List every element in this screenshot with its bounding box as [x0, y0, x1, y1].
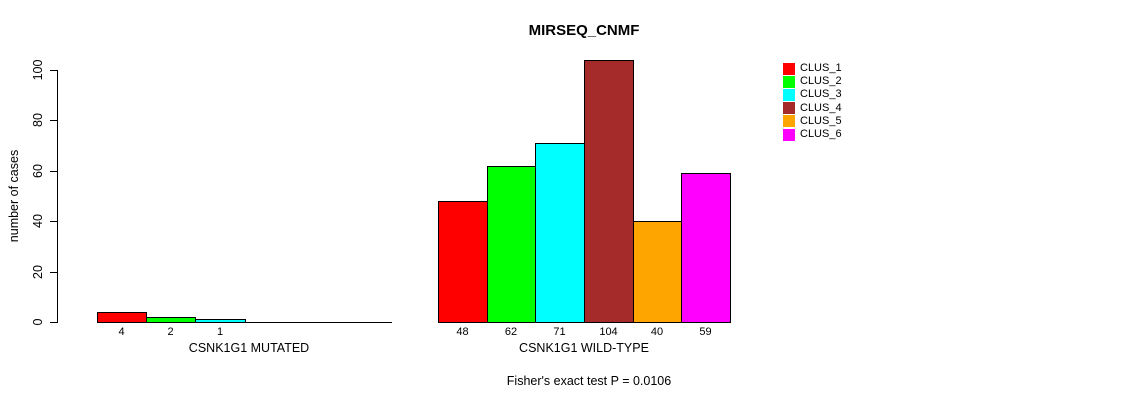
legend-label: CLUS_4 [800, 101, 842, 114]
bar-value-label: 1 [216, 326, 224, 338]
legend-label: CLUS_5 [800, 114, 842, 127]
legend-entry: CLUS_3 [783, 88, 842, 101]
bar-value-label: 4 [118, 326, 125, 338]
chart-title: MIRSEQ_CNMF [528, 22, 640, 39]
legend-label: CLUS_2 [800, 75, 842, 88]
bar-value-label: 48 [456, 326, 469, 338]
bar-value-label: 2 [167, 326, 174, 338]
bar-value-label: 104 [599, 326, 618, 338]
legend-swatch-clus_2 [783, 75, 795, 88]
y-tick-mark [50, 221, 57, 222]
legend-label: CLUS_3 [800, 88, 842, 101]
y-tick-label: 80 [31, 113, 45, 127]
legend-label: CLUS_1 [800, 62, 842, 75]
legend-entry: CLUS_5 [783, 115, 842, 128]
y-tick-mark [50, 272, 57, 273]
bar-clus_3 [195, 319, 246, 323]
y-tick-label: 20 [31, 265, 45, 279]
fisher-test-annotation: Fisher's exact test P = 0.0106 [506, 374, 672, 388]
legend-swatch-clus_5 [783, 115, 795, 128]
x-axis-group-label: CSNK1G1 WILD-TYPE [519, 341, 649, 355]
bar-clus_1 [97, 312, 147, 323]
bar-value-label: 62 [504, 326, 518, 338]
y-tick-label: 100 [31, 59, 45, 81]
y-tick-mark [50, 70, 57, 71]
y-tick-mark [50, 171, 57, 172]
y-tick-mark [50, 120, 57, 121]
bar-clus_2 [146, 317, 196, 323]
legend-label: CLUS_6 [800, 128, 842, 141]
y-axis-label: number of cases [7, 149, 21, 243]
bar-clus_5 [633, 221, 682, 323]
legend-swatch-clus_4 [783, 102, 795, 115]
legend-entry: CLUS_1 [783, 62, 842, 75]
bar-clus_6 [681, 173, 731, 323]
legend-swatch-clus_3 [783, 88, 795, 101]
bar-value-label: 40 [650, 326, 664, 338]
legend-entry: CLUS_2 [783, 75, 842, 88]
bar-value-label: 71 [553, 326, 566, 338]
y-tick-label: 40 [31, 214, 45, 228]
x-axis-group-label: CSNK1G1 MUTATED [188, 341, 310, 355]
y-tick-mark [50, 322, 57, 323]
bar-clus_4 [584, 60, 634, 323]
y-axis-line [57, 70, 58, 323]
bar-value-label: 59 [699, 326, 712, 338]
legend: CLUS_1 CLUS_2 CLUS_3 CLUS_4 CLUS_5 CLUS_6 [783, 62, 842, 141]
y-tick-label: 0 [31, 318, 45, 326]
legend-entry: CLUS_4 [783, 102, 842, 115]
legend-swatch-clus_1 [783, 62, 795, 75]
y-tick-label: 60 [31, 164, 45, 178]
bar-clus_1 [438, 201, 488, 323]
bar-clus_3 [535, 143, 585, 323]
legend-swatch-clus_6 [783, 128, 795, 141]
legend-entry: CLUS_6 [783, 128, 842, 141]
bar-clus_2 [487, 166, 536, 323]
